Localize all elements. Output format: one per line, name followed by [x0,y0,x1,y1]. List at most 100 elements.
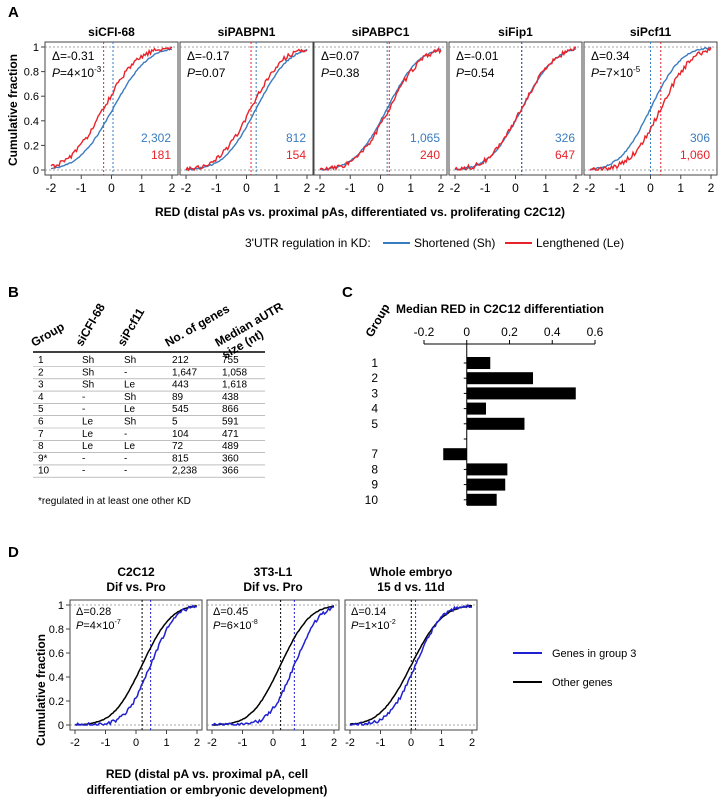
bar-group-10 [466,493,497,506]
table-row: 9* - - 815 360 [33,453,265,466]
y-tick-label: 0 [58,720,64,732]
table-row: 6 Le Sh 5 591 [33,417,265,429]
delta-label: Δ=-0.31 [52,49,95,63]
x-tick-label: -1 [238,737,248,749]
legend-label-group3: Genes in group 3 [552,648,636,660]
plot-title-line1: 3T3-L1 [254,565,293,579]
y-tick-label: 0.8 [24,67,39,79]
x-tick-label: -1 [376,737,386,749]
table-cell: 866 [222,404,239,415]
table-cell: Sh [124,355,136,366]
x-tick-label: 1 [273,181,280,195]
x-tick-label: -2 [207,737,217,749]
legend-label-other: Other genes [552,677,613,689]
bar-group-3 [466,387,576,400]
table-cell: Sh [124,417,136,428]
cdf-curve-lengthened [50,46,173,170]
table-header: siPcf11 [114,305,147,348]
p-value-label: P=0.54 [456,66,495,80]
table-cell: - [124,429,127,440]
panel-d-xlabel-line2: differentiation or embryonic development… [87,783,328,797]
table-row: 1 Sh Sh 212 755 [33,355,265,367]
x-tick-label: -1 [345,181,356,195]
plot-title: siFip1 [498,25,533,39]
panel-d-xlabel-line1: RED (distal pA vs. proximal pA, cell [106,767,308,781]
cdf-curve-shortened [589,46,712,171]
count-shortened: 306 [690,131,710,145]
table-cell: Sh [82,380,94,391]
table-cell: 438 [222,392,239,403]
panel-c-title: Median RED in C2C12 differentiation [396,302,604,316]
x-tick-label: -2 [585,181,596,195]
cdf-curve-group3 [211,606,334,727]
x-tick-label: -2 [315,181,326,195]
x-tick-label: 1 [542,181,549,195]
table-cell: Le [124,441,136,452]
category-label: 4 [371,402,378,416]
category-label: 3 [371,386,378,400]
table-footnote: *regulated in at least one other KD [38,496,191,507]
cdf-curve-lengthened [589,47,712,172]
table-row: 2 Sh - 1,647 1,058 [33,367,265,380]
x-tick-label: 2 [194,737,200,749]
x-tick-label: -2 [450,181,461,195]
category-label: 9 [371,478,378,492]
panel-a: Cumulative fraction RED (distal pAs vs. … [6,25,718,250]
x-tick-label: -1 [76,181,87,195]
table-cell: 489 [222,441,239,452]
x-tick-label: -1 [211,181,222,195]
delta-label: Δ=-0.17 [187,49,230,63]
cdf-curve-other [74,605,198,726]
table-row: 4 - Sh 89 438 [33,392,265,404]
x-tick-label: -2 [70,737,80,749]
y-tick-label: 0.6 [24,91,39,103]
cdf-curve-group3 [74,604,197,726]
table-cell: 89 [172,392,184,403]
p-value-label: P=0.07 [187,66,226,80]
table-cell: 104 [172,429,189,440]
panel-label-c: C [342,284,353,301]
table-cell: 366 [222,466,239,477]
table-cell: 1 [38,355,44,366]
x-tick-label: 2 [469,737,475,749]
count-shortened: 326 [555,131,575,145]
count-lengthened: 181 [151,148,171,162]
legend-label-lengthened: Lengthened (Le) [536,236,624,250]
delta-label: Δ=0.45 [213,606,248,618]
table-cell: 443 [172,380,189,391]
count-lengthened: 240 [420,148,440,162]
y-tick-label: 0.2 [24,140,39,152]
category-label: 8 [371,462,378,476]
y-tick-label: 0.6 [49,648,64,660]
panel-a-plot-2: siPABPN1 Δ=-0.17 P=0.07 812 154 -2 -1 0 1 2 [179,25,314,195]
table-cell: - [82,466,85,477]
table-cell: 1,618 [222,380,247,391]
panel-label-a: A [8,4,19,21]
count-shortened: 1,065 [410,131,440,145]
cdf-curve-other [349,604,472,725]
table-row: 3 Sh Le 443 1,618 [33,380,265,392]
plot-title-line1: Whole embryo [370,565,453,579]
panel-d-ylabel: Cumulative fraction [34,634,48,746]
y-tick-label: 0.8 [49,624,64,636]
x-tick-label: 0 [512,181,519,195]
delta-label: Δ=0.28 [76,606,111,618]
y-tick-label: 0.2 [49,696,64,708]
table-cell: - [82,453,85,464]
cdf-curve-group3 [350,603,473,726]
cdf-curve-lengthened [454,46,577,171]
table-cell: 2 [38,367,44,378]
table-cell: 471 [222,429,239,440]
table-header: siCFI-68 [72,301,108,349]
table-cell: - [82,404,85,415]
table-cell: 3 [38,380,44,391]
x-tick-label: -2 [345,737,355,749]
x-tick-label: 1 [300,737,306,749]
table-row: 5 - Le 545 866 [33,404,265,417]
table-cell: 360 [222,453,239,464]
x-tick-label: -1 [615,181,626,195]
table-cell: 10 [38,466,50,477]
p-value-label: P=6×10-8 [213,619,258,632]
